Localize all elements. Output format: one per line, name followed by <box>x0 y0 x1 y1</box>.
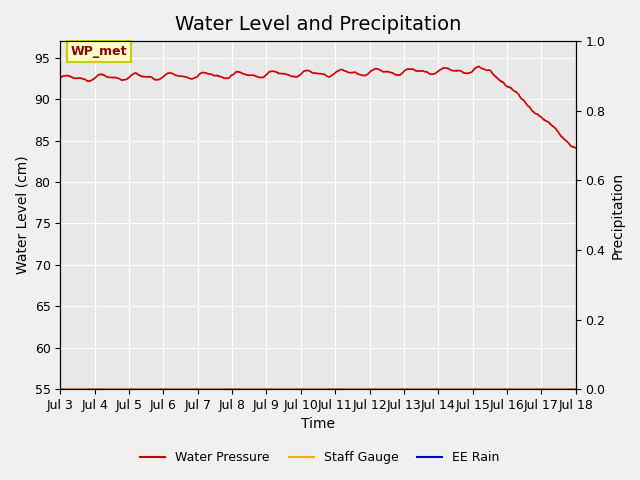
Legend: Water Pressure, Staff Gauge, EE Rain: Water Pressure, Staff Gauge, EE Rain <box>136 446 504 469</box>
X-axis label: Time: Time <box>301 418 335 432</box>
Y-axis label: Water Level (cm): Water Level (cm) <box>15 156 29 275</box>
Y-axis label: Precipitation: Precipitation <box>611 171 625 259</box>
Text: WP_met: WP_met <box>70 45 127 58</box>
Title: Water Level and Precipitation: Water Level and Precipitation <box>175 15 461 34</box>
